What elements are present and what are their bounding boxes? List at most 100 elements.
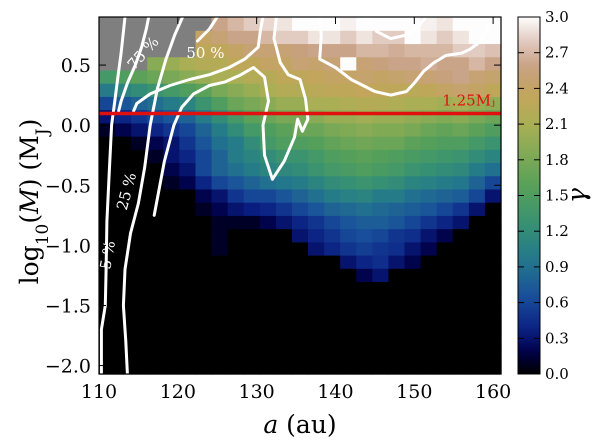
heatmap-cell bbox=[372, 122, 390, 137]
heatmap-cell bbox=[324, 17, 341, 31]
heatmap-cell bbox=[404, 228, 422, 243]
heatmap-cell bbox=[243, 215, 261, 230]
heatmap-cell bbox=[227, 347, 245, 362]
heatmap-cell bbox=[324, 96, 341, 111]
heatmap-cell bbox=[179, 334, 197, 349]
heatmap-cell bbox=[195, 307, 213, 322]
heatmap-cell bbox=[484, 307, 502, 322]
heatmap-cell bbox=[99, 347, 116, 362]
heatmap-cell bbox=[436, 122, 454, 137]
heatmap-cell bbox=[372, 281, 390, 296]
heatmap-cell bbox=[179, 56, 197, 71]
heatmap-cell bbox=[115, 360, 132, 375]
heatmap-cell bbox=[324, 321, 341, 335]
heatmap-cell bbox=[259, 149, 277, 164]
heatmap-cell bbox=[275, 294, 293, 309]
heatmap-cell bbox=[436, 307, 454, 322]
heatmap-cell bbox=[211, 347, 229, 362]
heatmap-cell bbox=[275, 334, 293, 349]
heatmap-cell bbox=[131, 241, 148, 256]
heatmap-cell bbox=[388, 175, 406, 190]
heatmap-cell bbox=[340, 17, 357, 31]
heatmap-cell bbox=[356, 202, 373, 216]
heatmap-cell bbox=[131, 122, 148, 137]
heatmap-cell bbox=[259, 268, 277, 283]
heatmap-cell bbox=[243, 255, 261, 269]
heatmap-cell bbox=[275, 17, 293, 31]
heatmap-cell bbox=[324, 294, 341, 309]
colorbar-tick-label: 0.3 bbox=[545, 329, 569, 347]
heatmap-cell bbox=[195, 136, 213, 150]
heatmap-cell bbox=[356, 268, 373, 283]
heatmap-cell bbox=[404, 162, 422, 177]
heatmap-cell bbox=[131, 83, 148, 97]
heatmap-cell bbox=[243, 17, 261, 31]
heatmap-cell bbox=[275, 241, 293, 256]
contour-line bbox=[196, 17, 219, 43]
heatmap-cell bbox=[324, 43, 341, 58]
heatmap-cell bbox=[356, 109, 373, 124]
heatmap-cell bbox=[259, 215, 277, 230]
heatmap-cell bbox=[436, 281, 454, 296]
heatmap-cell bbox=[259, 228, 277, 243]
heatmap-cell bbox=[436, 321, 454, 335]
y-axis-title-part: J bbox=[33, 128, 53, 137]
heatmap-cell bbox=[163, 175, 180, 190]
heatmap-cell bbox=[404, 321, 422, 335]
heatmap-cell bbox=[340, 30, 357, 45]
heatmap-cell bbox=[211, 307, 229, 322]
heatmap-cell bbox=[468, 109, 486, 124]
heatmap-cell bbox=[308, 307, 325, 322]
heatmap-cell bbox=[404, 149, 422, 164]
heatmap-cell bbox=[227, 255, 245, 269]
heatmap-cell bbox=[147, 136, 164, 150]
heatmap-cell bbox=[179, 215, 197, 230]
heatmap-cell bbox=[324, 122, 341, 137]
heatmap-cell bbox=[404, 347, 422, 362]
heatmap-cell bbox=[259, 334, 277, 349]
y-axis-title-part: ) bbox=[15, 119, 44, 129]
heatmap-cell bbox=[163, 241, 180, 256]
heatmap-cell bbox=[356, 122, 373, 137]
heatmap-cell bbox=[163, 215, 180, 230]
heatmap-cell bbox=[179, 360, 197, 375]
heatmap-cell bbox=[115, 202, 132, 216]
heatmap-cell bbox=[147, 321, 164, 335]
heatmap-cell bbox=[259, 188, 277, 203]
plot-frame bbox=[98, 16, 502, 375]
heatmap-cell bbox=[131, 334, 148, 349]
heatmap-cell bbox=[308, 175, 325, 190]
heatmap-cell bbox=[147, 17, 164, 31]
heatmap-cell bbox=[163, 268, 180, 283]
heatmap-cell bbox=[404, 294, 422, 309]
heatmap-cell bbox=[420, 202, 438, 216]
heatmap-cell bbox=[227, 307, 245, 322]
heatmap-cell bbox=[452, 360, 470, 375]
heatmap-cell bbox=[227, 109, 245, 124]
heatmap-cell bbox=[484, 175, 502, 190]
heatmap-cell bbox=[291, 241, 309, 256]
heatmap-cell bbox=[372, 162, 390, 177]
heatmap-cell bbox=[147, 215, 164, 230]
heatmap-cell bbox=[308, 202, 325, 216]
heatmap-cell bbox=[468, 83, 486, 97]
heatmap-cell bbox=[195, 334, 213, 349]
heatmap-cell bbox=[291, 255, 309, 269]
heatmap-cell bbox=[227, 241, 245, 256]
heatmap-cell bbox=[147, 347, 164, 362]
heatmap-cell bbox=[356, 188, 373, 203]
heatmap-cell bbox=[163, 17, 180, 31]
heatmap-cell bbox=[388, 43, 406, 58]
heatmap-cell bbox=[356, 175, 373, 190]
heatmap-cell bbox=[340, 334, 357, 349]
heatmap-cell bbox=[484, 294, 502, 309]
heatmap-cell bbox=[420, 175, 438, 190]
heatmap-cell bbox=[291, 334, 309, 349]
heatmap-cell bbox=[308, 268, 325, 283]
colorbar-tick-label: 1.8 bbox=[545, 151, 569, 169]
heatmap-cell bbox=[227, 30, 245, 45]
heatmap-cell bbox=[468, 360, 486, 375]
heatmap-cell bbox=[420, 149, 438, 164]
heatmap-cell bbox=[227, 294, 245, 309]
